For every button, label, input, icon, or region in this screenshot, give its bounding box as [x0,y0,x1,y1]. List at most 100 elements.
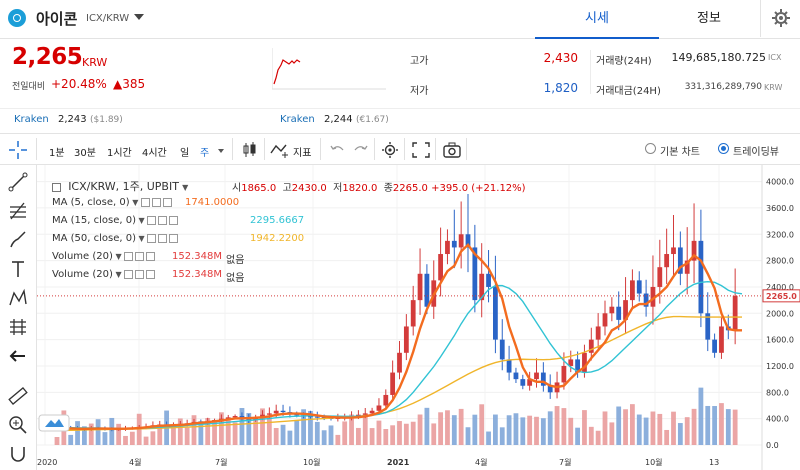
x-tick-label: 13 [709,458,719,467]
timeframe-dropdown-icon[interactable] [218,149,224,153]
volume-bar [308,410,313,445]
crosshair-icon[interactable] [9,141,27,159]
volume-bar [177,418,183,445]
eye-icon[interactable] [147,215,157,225]
tradingview-label: 트레이딩뷰 [733,147,779,158]
toolbar-divider [232,138,233,160]
legend-indicator-row[interactable]: MA (50, close, 0) ▼ [52,233,180,244]
trendline-icon[interactable] [7,171,29,193]
legend-ohlc: 시1865.0 고2430.0 저1820.0 종2265.0 +395.0 (… [232,179,526,194]
volume-bar [445,410,450,445]
settings-icon[interactable] [135,251,145,261]
volume-bar [123,435,128,445]
text-tool-icon[interactable] [7,258,29,280]
candle-body [657,267,663,287]
legend-indicator-row[interactable]: Volume (20) ▼ [52,269,157,280]
chart-settings-gear-icon[interactable] [380,141,400,159]
timeframe-1m[interactable]: 1분 [49,148,65,159]
exchange-name[interactable]: Kraken [14,114,49,125]
tab-info[interactable]: 정보 [697,11,721,26]
volume-bar [506,415,512,445]
indicator-name: MA (5, close, 0) [52,197,130,208]
volume-bar [95,419,101,445]
close-icon[interactable] [146,251,156,261]
eye-icon[interactable] [140,197,150,207]
timeframe-week[interactable]: 주 [200,148,210,159]
prev-day-label: 전일대비 [12,82,46,92]
settings-icon[interactable] [158,233,168,243]
eye-icon[interactable] [124,269,134,279]
ruler-icon[interactable] [7,385,29,407]
indicator-label[interactable]: 지표 [293,148,312,159]
eye-icon[interactable] [147,233,157,243]
chevron-down-icon[interactable]: ▼ [112,270,125,279]
indicator-name: Volume (20) [52,251,113,262]
fullscreen-icon[interactable] [411,141,431,159]
ohlc-high: 2430.0 [291,183,327,194]
chevron-down-icon[interactable]: ▼ [129,198,141,207]
chevron-down-icon[interactable]: ▼ [182,183,189,192]
settings-icon[interactable] [158,215,168,225]
close-icon[interactable] [169,215,179,225]
indicator-value: 2295.6667 [250,215,305,226]
toolbar-divider [404,138,405,160]
redo-icon[interactable] [350,141,370,159]
timeframe-1h[interactable]: 1시간 [107,148,132,159]
legend-collapse-icon[interactable] [52,182,61,192]
chevron-down-icon[interactable]: ▼ [112,252,125,261]
candle-body [493,286,498,340]
zoom-in-icon[interactable] [7,414,29,436]
volume-bar [260,408,265,445]
chevron-down-icon[interactable]: ▼ [136,234,148,243]
chevron-down-icon[interactable]: ▼ [136,216,148,225]
candle-body [356,414,361,417]
timeframe-day[interactable]: 일 [180,148,190,159]
candle-type-icon[interactable] [240,141,260,159]
eye-icon[interactable] [124,251,134,261]
back-arrow-icon[interactable] [7,345,29,367]
brush-icon[interactable] [7,229,29,251]
volume-bar [479,404,485,445]
prediction-icon[interactable] [7,316,29,338]
candle-body [650,286,656,307]
camera-icon[interactable] [442,141,462,159]
magnet-icon[interactable] [7,443,29,465]
ma15-line [56,280,743,430]
candle-body [582,352,587,373]
fib-icon[interactable] [7,200,29,222]
volume-bar [376,420,382,445]
candle-body [410,300,416,327]
undo-icon[interactable] [328,141,348,159]
volume-bar [397,421,402,445]
timeframe-30m[interactable]: 30분 [74,148,96,159]
close-icon[interactable] [169,233,179,243]
volume-bar [68,434,74,445]
tradingview-radio[interactable] [718,143,729,154]
settings-icon[interactable] [151,197,161,207]
legend-title[interactable]: ICX/KRW, 1주, UPBIT [68,180,179,193]
indicator-icon[interactable] [270,141,290,159]
volume-bar [198,421,204,445]
pair-dropdown-icon[interactable] [134,14,144,20]
timeframe-4h[interactable]: 4시간 [142,148,167,159]
basic-chart-radio[interactable] [645,143,656,154]
volume-bar [616,406,622,445]
volume-unit: ICX [768,53,782,62]
close-icon[interactable] [146,269,156,279]
settings-gear-icon[interactable] [760,0,800,37]
legend-indicator-row[interactable]: MA (5, close, 0) ▼ [52,197,174,208]
tab-market[interactable]: 시세 [535,0,659,39]
legend-indicator-row[interactable]: MA (15, close, 0) ▼ [52,215,180,226]
exchange-sub: ($1.89) [90,115,123,125]
close-icon[interactable] [162,197,172,207]
volume-bar [356,427,361,445]
ohlc-high-label: 고 [282,183,292,194]
price-chart[interactable]: 4000.0 3600.0 3200.0 2800.0 2400.0 2000.0 1600… [37,165,800,470]
exchange-name[interactable]: Kraken [280,114,315,125]
pattern-icon[interactable] [7,287,29,309]
settings-icon[interactable] [135,269,145,279]
volume-bar [575,427,580,445]
legend-indicator-row[interactable]: Volume (20) ▼ [52,251,157,262]
volume-bar [314,421,320,445]
volume-bar [438,412,443,445]
